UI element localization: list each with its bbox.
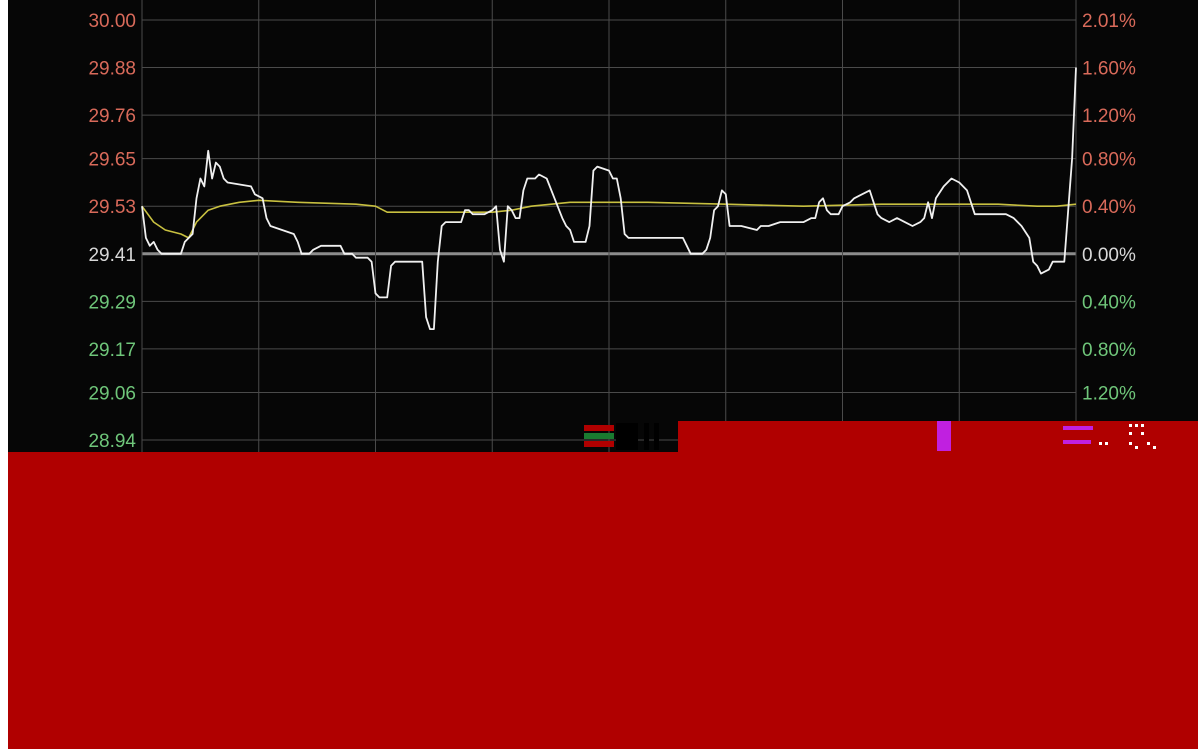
right-tick-label-4: 0.40% <box>1082 197 1136 218</box>
right-tick-label-3: 0.80% <box>1082 150 1136 171</box>
right-tick-label-1: 1.60% <box>1082 59 1136 80</box>
right-percent-axis: 2.01% 1.60% 1.20% 0.80% 0.40% 0.00% 0.40% 0.80%… <box>1082 11 1136 404</box>
intraday-price-chart: 30.00 29.88 29.76 29.65 29.53 29.41 29.29 29.17… <box>8 0 1198 456</box>
legend-bar-red-bottom <box>584 441 614 447</box>
right-tick-label-2: 1.20% <box>1082 106 1136 127</box>
volume-legend-glyph <box>582 420 692 452</box>
right-tick-label-6: 0.40% <box>1082 292 1136 313</box>
magenta-marker <box>937 421 951 451</box>
left-tick-label-4: 29.53 <box>88 197 136 218</box>
legend-mark-black-2 <box>644 423 649 450</box>
left-tick-label-1: 29.88 <box>88 59 136 80</box>
right-tick-label-7: 0.80% <box>1082 340 1136 361</box>
left-tick-label-0: 30.00 <box>88 11 136 32</box>
legend-bar-green <box>584 433 614 439</box>
left-tick-label-3: 29.65 <box>88 150 136 171</box>
legend-mark-black-1 <box>616 423 638 450</box>
right-tick-label-5: 0.00% <box>1082 245 1136 266</box>
price-series-line <box>141 67 1077 331</box>
left-tick-label-8: 29.06 <box>88 383 136 404</box>
left-tick-label-9: 28.94 <box>88 431 136 452</box>
magenta-key-bar-1 <box>1063 426 1093 430</box>
magenta-key-glyph <box>1099 424 1156 449</box>
magenta-legend-key <box>1063 424 1156 449</box>
chart-svg: 30.00 29.88 29.76 29.65 29.53 29.41 29.29 29.17… <box>88 0 1136 456</box>
price-line-layer <box>141 67 1077 331</box>
grid-layer <box>141 0 1077 456</box>
left-tick-label-2: 29.76 <box>88 106 136 127</box>
legend-mark-black-3 <box>654 423 659 450</box>
magenta-key-bar-2 <box>1063 440 1091 444</box>
left-tick-label-6: 29.29 <box>88 292 136 313</box>
left-tick-label-7: 29.17 <box>88 340 136 361</box>
left-price-axis: 30.00 29.88 29.76 29.65 29.53 29.41 29.29 29.17… <box>88 11 136 452</box>
left-tick-label-5: 29.41 <box>88 245 136 266</box>
right-tick-label-0: 2.01% <box>1082 11 1136 32</box>
legend-bar-red-top <box>584 425 614 431</box>
right-tick-label-8: 1.20% <box>1082 383 1136 404</box>
red-occlusion-block <box>8 452 1198 749</box>
